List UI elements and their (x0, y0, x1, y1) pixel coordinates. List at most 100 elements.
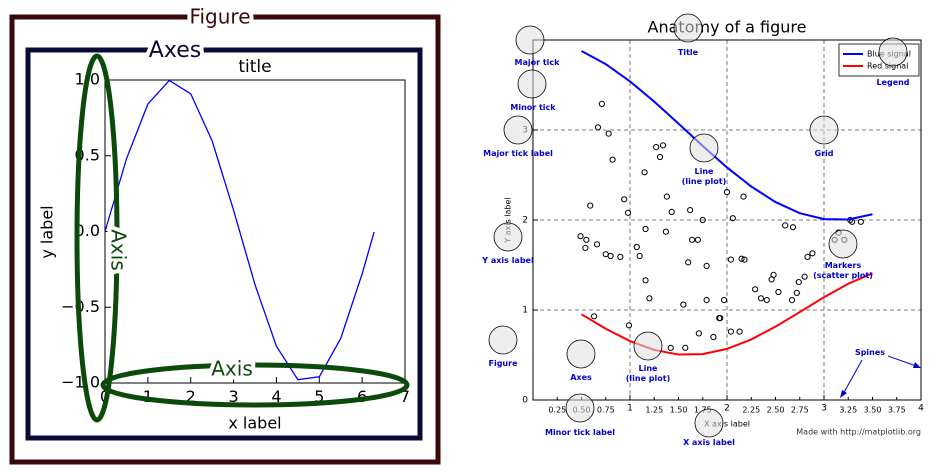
spine-arrowhead (913, 362, 921, 368)
annotation-line: Minor tick label (545, 428, 615, 437)
scatter-marker (703, 297, 710, 304)
scatter-marker (782, 222, 789, 229)
annotation-circle (633, 331, 663, 361)
y-tick-label: 0 (522, 396, 528, 406)
legend-label: Red signal (867, 62, 908, 71)
scatter-marker (736, 328, 743, 335)
chart-title: title (238, 57, 271, 77)
x-minor-tick-label: 2.75 (791, 406, 809, 415)
y-axis-label: Y axis label (504, 197, 513, 243)
annotation-circle (493, 222, 523, 252)
scatter-marker (763, 297, 770, 304)
annotation-circle (517, 69, 547, 99)
annotation-label: Major tick (515, 58, 561, 67)
annotation-circle (809, 115, 839, 145)
x-tick-label: 4 (271, 387, 281, 406)
scatter-marker (703, 262, 710, 269)
scatter-marker (804, 253, 811, 260)
x-tick-label: 2 (724, 404, 730, 414)
scatter-marker (659, 142, 667, 149)
x-minor-tick-label: 2.50 (767, 406, 785, 415)
annotation-label: Y axis label (481, 256, 534, 265)
annotation-circle (488, 325, 518, 355)
annotation-label: Markers (scatter plot) (813, 261, 873, 280)
x-minor-tick-label: 1.25 (645, 406, 663, 415)
scatter-marker (668, 208, 675, 215)
annotation-circle (694, 408, 724, 438)
scatter-marker (636, 252, 643, 260)
scatter-marker (625, 322, 633, 329)
scatter-marker (641, 169, 648, 176)
annotation-label: Minor tick label (545, 428, 615, 437)
annotation-line: Title (678, 48, 699, 57)
scatter-marker (741, 256, 748, 263)
scatter-marker (653, 144, 660, 151)
x-tick-label: 4 (918, 404, 924, 414)
scatter-marker (593, 241, 601, 248)
x-tick-label: 5 (314, 387, 324, 406)
annotation-circle (689, 133, 719, 163)
axis-highlight (74, 53, 120, 423)
x-minor-tick-label: 3.25 (839, 406, 857, 415)
scatter-marker (738, 255, 745, 262)
x-tick-label: 3 (821, 404, 827, 414)
scatter-marker (729, 215, 736, 222)
annotation-label: X axis label (683, 438, 735, 447)
scatter-marker (727, 256, 734, 263)
scatter-marker (591, 313, 598, 320)
scatter-marker (752, 286, 759, 293)
annotation-line: Legend (876, 78, 909, 87)
x-tick-label: 3 (228, 387, 238, 406)
scatter-marker (587, 202, 594, 209)
spine-arrowhead (840, 390, 847, 398)
annotation-label: Grid (815, 149, 834, 158)
scatter-marker (723, 189, 731, 196)
scatter-marker (598, 100, 605, 108)
plot-frame (104, 79, 406, 384)
scatter-marker (685, 259, 692, 266)
figure-frame (9, 14, 441, 465)
scatter-marker (621, 196, 628, 203)
scatter-marker (642, 277, 649, 284)
scatter-marker (646, 295, 653, 302)
scatter-marker (617, 253, 624, 260)
scatter-marker (793, 289, 800, 296)
y-axis-label: y label (38, 205, 57, 258)
scatter-marker (662, 228, 669, 235)
scatter-marker (720, 297, 728, 304)
axes-frame (25, 47, 423, 441)
scatter-marker (605, 130, 612, 137)
annotation-circle (565, 393, 595, 423)
scatter-marker (788, 297, 796, 304)
annotation-line: Line (695, 167, 715, 176)
annotation-line: Line (639, 364, 659, 373)
y-tick-label: −1.0 (61, 373, 100, 392)
scatter-marker (583, 236, 590, 243)
annotation-circle (828, 229, 858, 259)
scatter-marker (694, 236, 702, 243)
annotation-label: Figure (489, 359, 519, 368)
scatter-marker (682, 344, 689, 351)
spine-arrow (887, 355, 920, 368)
annotation-line: Minor tick (510, 103, 556, 112)
x-minor-tick-label: 0.25 (548, 406, 566, 415)
line-series (581, 50, 873, 221)
scatter-marker (775, 288, 782, 296)
annotation-line: Major tick (515, 58, 561, 67)
line-series (104, 79, 375, 381)
scatter-marker (594, 124, 602, 131)
annotation-label: Axis (211, 357, 253, 381)
scatter-marker (680, 301, 687, 308)
annotation-line: (scatter plot) (813, 271, 873, 280)
scatter-marker (633, 243, 640, 251)
x-tick-label: 1 (143, 387, 153, 406)
x-minor-tick-label: 0.75 (597, 406, 615, 415)
annotation-line: Spines (855, 348, 885, 357)
scatter-marker (695, 330, 702, 337)
x-minor-tick-label: 2.25 (742, 406, 760, 415)
x-axis-label: X axis label (704, 420, 750, 429)
annotation-label: Axes (570, 373, 592, 382)
annotation-label: Spines (855, 348, 885, 357)
scatter-marker (809, 250, 816, 257)
